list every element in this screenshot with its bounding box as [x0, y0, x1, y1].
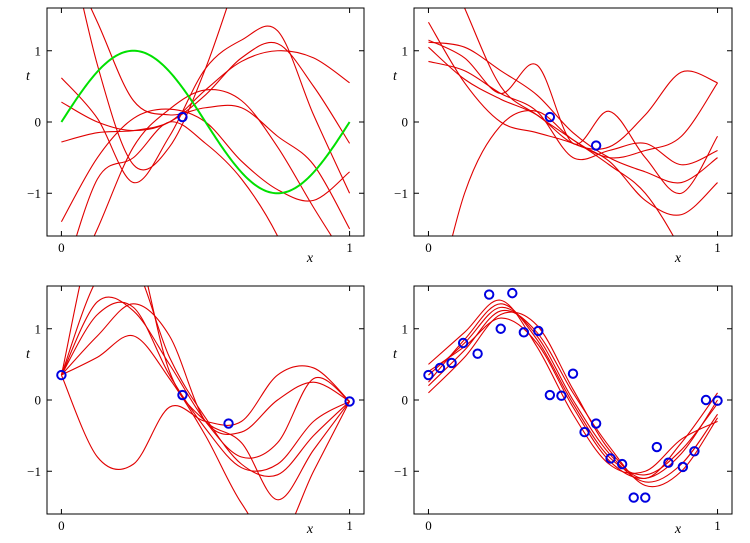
data-point-2	[177, 389, 188, 401]
y-tick-label: 1	[402, 43, 409, 58]
data-point-23	[689, 446, 700, 457]
data-point-14	[579, 426, 590, 438]
data-point-11	[544, 389, 556, 401]
x-tick-label: 1	[714, 518, 721, 533]
x-tick-label: 0	[58, 240, 65, 255]
x-axis-label: x	[674, 522, 682, 537]
x-tick-label: 0	[425, 240, 432, 255]
data-point-22	[677, 461, 689, 473]
data-point-1	[56, 369, 67, 381]
sample-curve-1	[60, 296, 350, 459]
y-axis-label: t	[26, 347, 31, 362]
data-point-5	[472, 348, 483, 359]
sample-curve-7	[60, 301, 350, 472]
data-point-4	[344, 396, 355, 407]
sample-curve-3	[61, 41, 351, 144]
sample-curve-1	[428, 303, 718, 476]
data-point-24	[700, 394, 712, 406]
data-point-21	[663, 457, 674, 468]
data-point-13	[567, 368, 579, 379]
y-tick-label: 1	[35, 321, 42, 336]
sample-curve-4	[60, 286, 351, 501]
plot-area	[427, 8, 719, 236]
y-tick-label: −1	[394, 464, 408, 479]
data-point-7	[495, 323, 506, 334]
sample-curve-6	[90, 8, 351, 230]
data-point-3	[223, 418, 234, 429]
data-point-25	[712, 395, 723, 406]
y-tick-label: −1	[394, 186, 408, 201]
data-point-18	[628, 492, 639, 503]
sample-curve-1	[60, 25, 351, 194]
x-tick-label: 1	[346, 240, 353, 255]
sample-curve-7	[427, 21, 718, 216]
sample-curve-5	[60, 286, 350, 478]
data-point-6	[483, 289, 495, 300]
y-tick-label: 0	[35, 115, 42, 130]
x-tick-label: 1	[346, 518, 353, 533]
sample-curve-1	[428, 41, 718, 184]
y-axis-label: t	[393, 69, 398, 84]
sample-curve-6	[61, 334, 351, 514]
data-point-2	[590, 140, 602, 151]
plot-area	[60, 8, 351, 236]
data-point-4	[457, 337, 469, 349]
data-point-9	[518, 327, 530, 338]
y-tick-label: 1	[35, 43, 42, 58]
x-tick-label: 1	[714, 240, 721, 255]
y-axis-label: t	[26, 69, 31, 84]
plot-area	[428, 299, 719, 488]
data-point-1	[544, 111, 556, 123]
data-point-20	[651, 441, 663, 453]
sample-curve-5	[93, 89, 333, 236]
sample-curve-7	[82, 8, 228, 171]
sample-curve-3	[428, 39, 719, 194]
data-point-16	[605, 453, 616, 464]
sample-curve-3	[428, 311, 718, 479]
y-tick-label: 0	[402, 115, 409, 130]
plot-frame	[46, 285, 365, 515]
y-tick-label: 0	[35, 393, 42, 408]
y-axis-label: t	[393, 347, 398, 362]
data-point-8	[507, 287, 518, 299]
y-tick-label: −1	[27, 186, 41, 201]
x-axis-label: x	[674, 251, 682, 266]
sample-curve-4	[60, 108, 350, 223]
sample-curve-2	[61, 303, 350, 436]
true-function-curve	[60, 49, 351, 195]
data-point-19	[640, 492, 651, 503]
y-tick-label: 1	[402, 321, 409, 336]
data-point-1	[423, 369, 434, 381]
sample-curve-8	[75, 121, 279, 236]
sample-curve-4	[428, 299, 718, 474]
data-point-1	[177, 111, 188, 123]
sample-curve-6	[463, 8, 674, 236]
data-point-15	[590, 418, 602, 429]
sample-curve-2	[428, 46, 718, 150]
y-tick-label: −1	[27, 464, 41, 479]
data-point-17	[616, 458, 628, 470]
plot-area	[60, 286, 351, 514]
x-axis-label: x	[306, 251, 314, 266]
sample-curve-5	[451, 82, 719, 236]
sample-curve-3	[60, 365, 350, 470]
data-point-3	[446, 357, 457, 369]
data-point-10	[533, 325, 544, 337]
sample-curve-4	[428, 60, 718, 166]
data-point-2	[434, 362, 446, 374]
x-tick-label: 0	[425, 518, 432, 533]
x-axis-label: x	[306, 522, 314, 537]
x-tick-label: 0	[58, 518, 65, 533]
sample-curve-2	[428, 306, 718, 483]
y-tick-label: 0	[402, 393, 409, 408]
data-point-12	[556, 390, 567, 401]
